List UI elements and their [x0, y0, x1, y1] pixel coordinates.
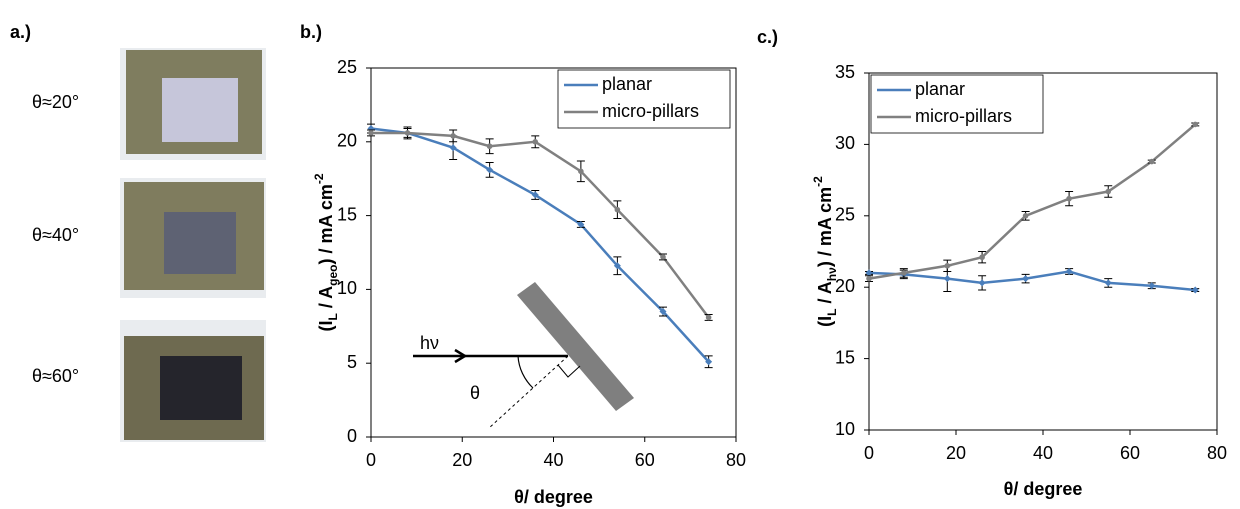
x-tick-label: 40 [543, 450, 563, 470]
x-tick-label: 20 [452, 450, 472, 470]
legend-label: planar [915, 79, 965, 99]
x-tick-label: 80 [1207, 443, 1227, 463]
point [1022, 275, 1030, 283]
y-tick-label: 20 [337, 131, 357, 151]
y-tick-label: 25 [337, 57, 357, 77]
photo-label: θ≈60° [32, 366, 79, 386]
x-tick-label: 0 [366, 450, 376, 470]
point [368, 130, 374, 136]
y-tick-label: 5 [347, 352, 357, 372]
y-tick-label: 0 [347, 426, 357, 446]
point [486, 143, 493, 150]
inset-diagram: hν θ [413, 282, 634, 429]
point [1148, 282, 1156, 290]
panel-label: c.) [757, 27, 778, 47]
y-axis-label-part: -2 [312, 173, 326, 184]
legend-label: planar [602, 74, 652, 94]
y-axis-label-part: L [326, 313, 340, 320]
y-tick-label: 30 [835, 133, 855, 153]
x-tick-label: 60 [1120, 443, 1140, 463]
point [613, 262, 621, 270]
point [1105, 188, 1112, 195]
y-axis-label-part: hν [825, 267, 839, 281]
photo [120, 48, 266, 160]
point [660, 254, 666, 260]
photo-label: θ≈20° [32, 92, 79, 112]
y-axis-label-part: (I [316, 321, 336, 332]
point [614, 206, 621, 213]
y-tick-label: 10 [835, 419, 855, 439]
y-tick-label: 20 [835, 276, 855, 296]
y-axis-label-part: (I [815, 316, 835, 327]
y-axis-label: (IL / Ageo) / mA cm-2 [312, 173, 340, 331]
point [449, 144, 457, 152]
point [450, 133, 456, 139]
photo [120, 320, 266, 442]
point [979, 254, 985, 261]
point [1022, 213, 1029, 219]
point [659, 308, 667, 316]
y-axis-label-part: L [825, 309, 839, 316]
y-axis-label-part: -2 [811, 176, 825, 187]
point [404, 130, 411, 136]
x-axis-label: θ/ degree [1004, 479, 1083, 499]
x-axis-label: θ/ degree [514, 487, 593, 507]
point [1192, 121, 1199, 128]
y-axis-label: (IL / Ahν) / mA cm-2 [811, 176, 839, 327]
y-axis-label-part: / A [815, 281, 835, 308]
annotation: θ [470, 383, 480, 403]
point [1148, 158, 1155, 165]
series-line [868, 270, 1196, 292]
y-axis-label-part: geo [326, 265, 340, 286]
point [577, 220, 585, 228]
y-axis-label-part: ) / mA cm [815, 187, 835, 267]
point [1104, 279, 1112, 287]
y-axis-label-part: ) / mA cm [316, 184, 336, 264]
photo-label: θ≈40° [32, 225, 79, 245]
point [1065, 267, 1073, 275]
point [705, 314, 712, 321]
legend-box [870, 74, 1044, 134]
y-axis-label-part: / A [316, 286, 336, 313]
point [486, 166, 494, 174]
point [1066, 195, 1072, 202]
point [865, 269, 873, 277]
x-tick-label: 60 [635, 450, 655, 470]
y-tick-label: 15 [835, 347, 855, 367]
legend-box [557, 69, 731, 129]
y-tick-label: 35 [835, 62, 855, 82]
x-tick-label: 40 [1033, 443, 1053, 463]
legend-label: micro-pillars [915, 106, 1012, 126]
y-tick-label: 25 [835, 205, 855, 225]
series-line [370, 127, 710, 363]
y-tick-label: 15 [337, 204, 357, 224]
legend-label: micro-pillars [602, 101, 699, 121]
x-tick-label: 0 [864, 443, 874, 463]
point [943, 275, 951, 283]
y-tick-label: 10 [337, 278, 357, 298]
point [901, 270, 907, 276]
photo [120, 178, 266, 298]
point [531, 191, 539, 199]
panel-label: b.) [300, 22, 322, 42]
point [532, 139, 539, 145]
point [866, 275, 872, 282]
panel-label: a.) [10, 22, 31, 42]
x-tick-label: 20 [946, 443, 966, 463]
point [705, 358, 713, 366]
series-line [868, 123, 1197, 280]
x-tick-label: 80 [726, 450, 746, 470]
point [578, 168, 584, 175]
point [1191, 286, 1199, 294]
annotation: hν [420, 333, 439, 353]
point [978, 279, 986, 287]
point [944, 262, 951, 269]
